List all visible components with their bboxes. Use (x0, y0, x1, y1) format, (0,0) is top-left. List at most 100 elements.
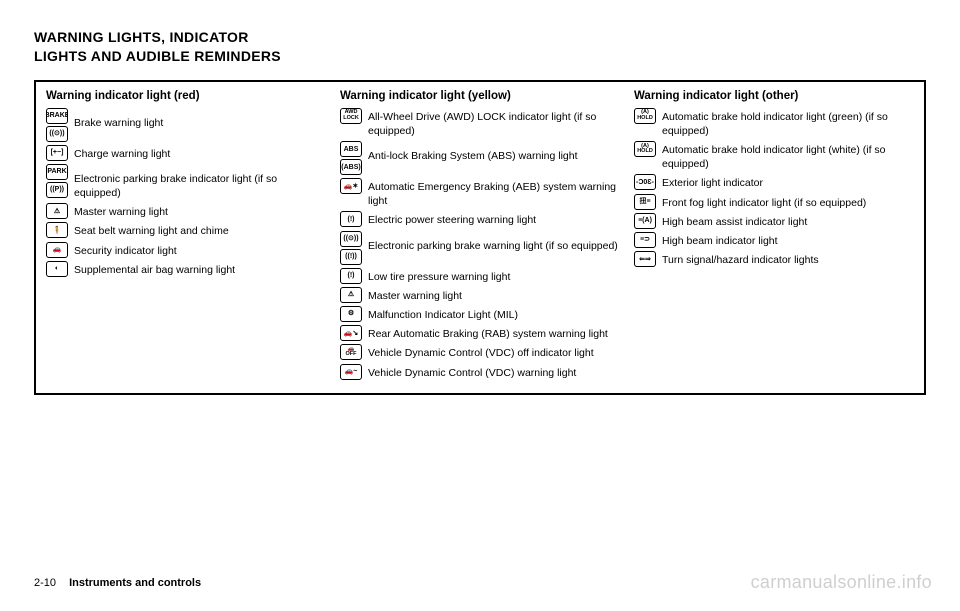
indicator-description: Turn signal/hazard indicator lights (662, 251, 819, 267)
indicator-icon: ABS (340, 141, 362, 157)
indicator-icon: [+−] (46, 145, 68, 161)
indicator-icon: 🚗 OFF (340, 344, 362, 360)
indicator-row: 🚗✶Automatic Emergency Braking (AEB) syst… (340, 178, 620, 208)
indicator-row: PARK ((P)) Electronic parking brake indica… (46, 164, 326, 200)
indicator-description: Electronic parking brake indicator light… (74, 164, 326, 200)
indicator-icon-stack: 🚗 (46, 242, 68, 258)
indicator-row: (A) HOLDAutomatic brake hold indicator l… (634, 108, 914, 138)
indicator-description: Electronic parking brake warning light (… (368, 231, 618, 253)
indicator-row: (!) Electric power steering warning light (340, 211, 620, 227)
indicator-row: ((⊙))((!)) Electronic parking brake warni… (340, 231, 620, 265)
column-header: Warning indicator light (yellow) (340, 90, 620, 102)
indicator-icon: 🚗 (46, 242, 68, 258)
indicator-description: High beam indicator light (662, 232, 778, 248)
indicator-icon-stack: ≡(A) (634, 213, 656, 229)
indicator-description: All-Wheel Drive (AWD) LOCK indicator lig… (368, 108, 620, 138)
indicator-description: Supplemental air bag warning light (74, 261, 235, 277)
indicator-icon: 🚗↘ (340, 325, 362, 341)
indicator-icon-stack: [+−] (46, 145, 68, 161)
indicator-icon-stack: ⚙ (340, 306, 362, 322)
indicator-icon: AWD LOCK (340, 108, 362, 124)
indicator-description: Master warning light (74, 203, 168, 219)
indicator-row: AWD LOCK All-Wheel Drive (AWD) LOCK indic… (340, 108, 620, 138)
section-label: Instruments and controls (69, 577, 201, 589)
indicator-icon-stack: ((⊙))((!)) (340, 231, 362, 265)
indicator-icon: ⚠ (46, 203, 68, 219)
indicator-icon: (A) HOLD (634, 141, 656, 157)
indicator-icon-stack: (!) (340, 268, 362, 284)
indicator-description: Rear Automatic Braking (RAB) system warn… (368, 325, 608, 341)
indicator-description: Security indicator light (74, 242, 177, 258)
indicator-icon-stack: ◐ (46, 261, 68, 277)
indicator-row: -Ɔ0Ɛ-Exterior light indicator (634, 174, 914, 190)
indicator-row: ABS(ABS)Anti-lock Braking System (ABS) w… (340, 141, 620, 175)
indicator-icon: (ABS) (340, 159, 362, 175)
indicator-icon: 🧍 (46, 222, 68, 238)
indicator-row: ≡⊃ High beam indicator light (634, 232, 914, 248)
page-number: 2-10 (34, 577, 56, 589)
indicator-icon-stack: (!) (340, 211, 362, 227)
indicator-icon-stack: 🚗↘ (340, 325, 362, 341)
indicator-icon-stack: BRAKE ((⊙)) (46, 108, 68, 142)
indicator-icon-stack: (A) HOLD (634, 141, 656, 157)
indicator-icon-stack: 🚗✶ (340, 178, 362, 194)
indicator-icon: PARK (46, 164, 68, 180)
indicator-description: Automatic brake hold indicator light (wh… (662, 141, 914, 171)
indicator-icon: (!) (340, 268, 362, 284)
page-footer: 2-10 Instruments and controls (34, 577, 201, 589)
indicator-row: ≡(A) High beam assist indicator light (634, 213, 914, 229)
indicator-icon-stack: ⇐⇒ (634, 251, 656, 267)
indicator-icon: ⚙ (340, 306, 362, 322)
indicator-row: BRAKE((⊙))Brake warning light (46, 108, 326, 142)
indicator-icon-stack: -Ɔ0Ɛ- (634, 174, 656, 190)
indicator-row: 🚗↘ Rear Automatic Braking (RAB) system wa… (340, 325, 620, 341)
indicator-row: 🚗 Security indicator light (46, 242, 326, 258)
indicator-description: Malfunction Indicator Light (MIL) (368, 306, 518, 322)
title-line-2: LIGHTS AND AUDIBLE REMINDERS (34, 47, 926, 66)
watermark: carmanualsonline.info (751, 572, 932, 593)
indicator-icon-stack: ⚠ (340, 287, 362, 303)
indicator-icon: ≡⊃ (634, 232, 656, 248)
indicator-icon-stack: ABS (ABS) (340, 141, 362, 175)
indicator-row: ⚠ Master warning light (46, 203, 326, 219)
indicator-row: ⚙ Malfunction Indicator Light (MIL) (340, 306, 620, 322)
indicator-column: Warning indicator light (yellow) AWD LOCK… (340, 90, 620, 383)
indicator-description: Front fog light indicator light (if so e… (662, 194, 866, 210)
indicator-row: 🧍Seat belt warning light and chime (46, 222, 326, 238)
indicator-icon: (!) (340, 211, 362, 227)
indicator-icon-stack: 🚗~ (340, 364, 362, 380)
indicator-row: 扭≡ Front fog light indicator light (if so… (634, 194, 914, 210)
indicator-row: ⚠ Master warning light (340, 287, 620, 303)
indicator-icon: ((⊙)) (46, 126, 68, 142)
section-title: WARNING LIGHTS, INDICATOR LIGHTS AND AUD… (34, 28, 926, 66)
indicator-icon-stack: (A) HOLD (634, 108, 656, 124)
column-header: Warning indicator light (other) (634, 90, 914, 102)
indicator-icon: 🚗✶ (340, 178, 362, 194)
indicator-icon: (A) HOLD (634, 108, 656, 124)
indicator-icon-stack: 🚗 OFF (340, 344, 362, 360)
indicator-icon: 🚗~ (340, 364, 362, 380)
column-header: Warning indicator light (red) (46, 90, 326, 102)
indicator-icon: ◐ (46, 261, 68, 277)
indicator-row: ⇐⇒ Turn signal/hazard indicator lights (634, 251, 914, 267)
indicator-table: Warning indicator light (red)BRAKE((⊙))B… (34, 80, 926, 395)
title-line-1: WARNING LIGHTS, INDICATOR (34, 28, 926, 47)
indicator-icon: ((⊙)) (340, 231, 362, 247)
indicator-icon-stack: 扭≡ (634, 194, 656, 210)
indicator-description: Vehicle Dynamic Control (VDC) warning li… (368, 364, 576, 380)
indicator-icon: BRAKE (46, 108, 68, 124)
indicator-column: Warning indicator light (other)(A) HOLDA… (634, 90, 914, 383)
indicator-description: High beam assist indicator light (662, 213, 807, 229)
indicator-icon: ((P)) (46, 182, 68, 198)
indicator-icon: 扭≡ (634, 194, 656, 210)
indicator-description: Charge warning light (74, 145, 170, 161)
indicator-row: (!)Low tire pressure warning light (340, 268, 620, 284)
indicator-row: 🚗 OFFVehicle Dynamic Control (VDC) off i… (340, 344, 620, 360)
indicator-row: ◐ Supplemental air bag warning light (46, 261, 326, 277)
indicator-description: Master warning light (368, 287, 462, 303)
indicator-icon-stack: PARK ((P)) (46, 164, 68, 198)
indicator-row: [+−] Charge warning light (46, 145, 326, 161)
indicator-description: Electric power steering warning light (368, 211, 536, 227)
indicator-row: 🚗~ Vehicle Dynamic Control (VDC) warning … (340, 364, 620, 380)
indicator-icon: ⚠ (340, 287, 362, 303)
